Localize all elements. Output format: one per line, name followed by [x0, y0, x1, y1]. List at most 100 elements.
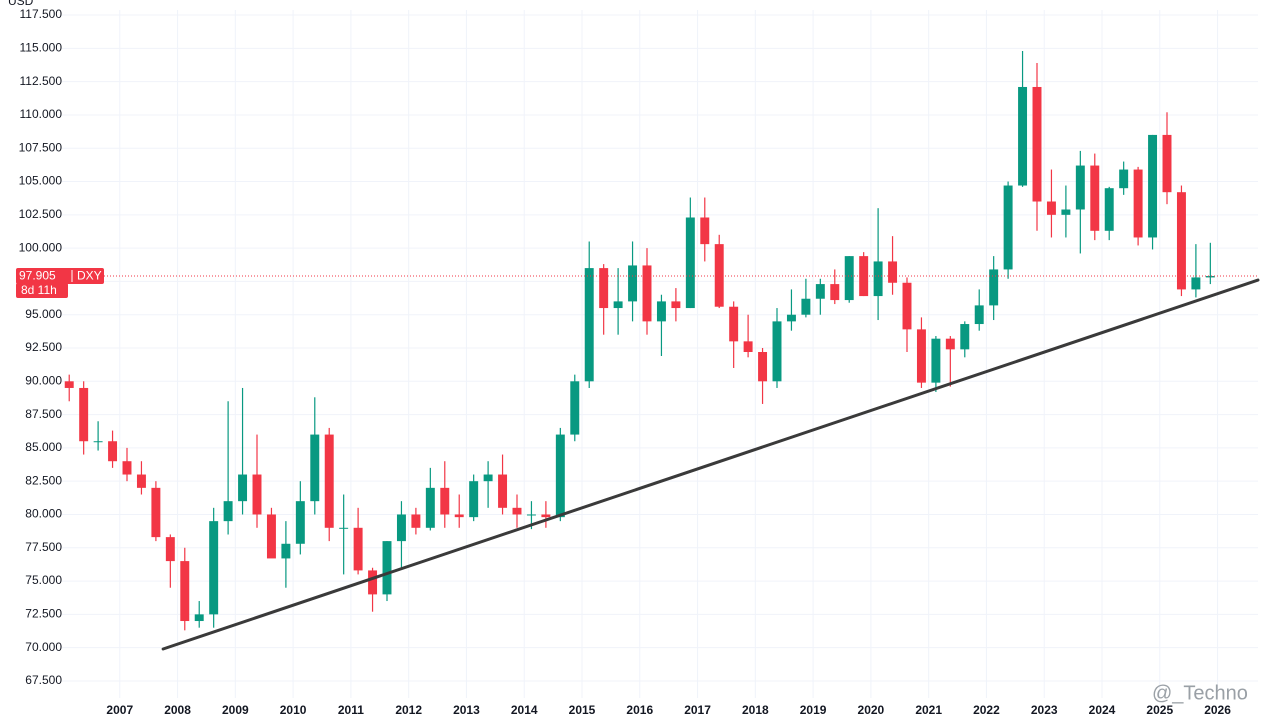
- x-tick-label: 2010: [280, 703, 307, 717]
- candle-body: [1119, 169, 1129, 189]
- candle-body: [671, 301, 681, 309]
- candle-body: [1032, 86, 1042, 202]
- candle-body: [599, 268, 609, 309]
- candle-body: [295, 501, 305, 544]
- candle-body: [888, 261, 898, 283]
- x-tick-label: 2023: [1031, 703, 1058, 717]
- candle-body: [772, 321, 782, 382]
- x-tick-label: 2008: [164, 703, 191, 717]
- candle-body: [685, 217, 695, 309]
- candle-body: [425, 487, 435, 528]
- y-tick-label: 95.000: [25, 307, 62, 321]
- candle-body: [180, 561, 190, 622]
- candle-body: [844, 256, 854, 301]
- candle-body: [758, 352, 768, 382]
- y-tick-label: 107.500: [19, 140, 63, 154]
- trend-line: [161, 278, 1260, 651]
- candle-body: [469, 481, 479, 518]
- x-tick-label: 2019: [800, 703, 827, 717]
- candle-body: [310, 434, 320, 502]
- price-tag: [16, 268, 104, 285]
- candle-body: [498, 474, 508, 508]
- candle-body: [1176, 192, 1186, 290]
- candle-body: [541, 514, 551, 518]
- price-tag-symbol: DXY: [77, 269, 102, 283]
- y-tick-label: 102.500: [19, 207, 63, 221]
- y-tick-label: 77.500: [25, 540, 62, 554]
- candle-body: [628, 265, 638, 302]
- y-tick-label: 90.000: [25, 373, 62, 387]
- candle-body: [209, 521, 219, 615]
- candle-body: [642, 265, 652, 322]
- candle-body: [79, 387, 89, 442]
- candle-body: [815, 284, 825, 299]
- y-tick-label: 112.500: [20, 74, 63, 88]
- candle-body: [1205, 276, 1215, 278]
- candle-body: [512, 507, 522, 515]
- candle-body: [743, 341, 753, 353]
- candle-body: [613, 301, 623, 309]
- candle-body: [122, 461, 132, 475]
- candle-body: [974, 305, 984, 325]
- candle-body: [368, 570, 378, 595]
- candle-body: [989, 269, 999, 306]
- x-tick-label: 2018: [742, 703, 769, 717]
- x-tick-label: 2011: [338, 703, 364, 717]
- candle-body: [339, 527, 349, 529]
- y-tick-label: 115.000: [20, 41, 63, 55]
- x-tick-label: 2025: [1146, 703, 1173, 717]
- candle-body: [801, 298, 811, 315]
- candle-body: [1162, 134, 1172, 193]
- candle-body: [714, 244, 724, 307]
- price-tag-label: 97.905: [19, 269, 56, 283]
- y-tick-label: 67.500: [25, 673, 62, 687]
- x-tick-label: 2026: [1204, 703, 1231, 717]
- candle-body: [223, 501, 233, 522]
- candle-body: [353, 527, 363, 571]
- y-tick-label: 75.000: [25, 573, 62, 587]
- candle-body: [165, 537, 175, 562]
- candle-body: [151, 487, 161, 538]
- y-tick-label: 105.000: [19, 174, 63, 188]
- candle-body: [700, 217, 710, 245]
- candle-body: [1148, 134, 1158, 238]
- candle-body: [324, 434, 334, 528]
- y-tick-label: 110.000: [20, 107, 63, 121]
- candle-body: [960, 324, 970, 350]
- x-tick-label: 2015: [569, 703, 596, 717]
- candle-body: [656, 301, 666, 322]
- candle-body: [1061, 209, 1071, 215]
- labels: 67.500 70.000 72.500 75.000 77.500 80.000 82.5…: [16, 7, 1231, 717]
- candle-body: [1046, 201, 1056, 215]
- countdown-tag: [16, 283, 68, 299]
- candle-body: [729, 306, 739, 342]
- y-tick-label: 80.000: [25, 507, 62, 521]
- candle-body: [1018, 86, 1028, 186]
- x-tick-label: 2013: [453, 703, 480, 717]
- grid: [62, 10, 1258, 698]
- candle-body: [1104, 188, 1114, 231]
- candle-body: [281, 543, 291, 559]
- candle-body: [108, 441, 118, 462]
- candle-body: [382, 541, 392, 595]
- candle-body: [830, 284, 840, 301]
- candle-body: [93, 441, 103, 443]
- candle-body: [266, 514, 276, 559]
- candle-body: [902, 282, 912, 330]
- x-tick-label: 2009: [222, 703, 249, 717]
- y-tick-label: 70.000: [25, 640, 62, 654]
- x-tick-label: 2021: [915, 703, 942, 717]
- y-tick-label: 100.000: [19, 240, 63, 254]
- candle-body: [916, 329, 926, 383]
- y-tick-label: 87.500: [25, 407, 62, 421]
- y-tick-label: 82.500: [25, 473, 62, 487]
- candle-body: [440, 487, 450, 515]
- x-tick-label: 2022: [973, 703, 1000, 717]
- candle-body: [786, 314, 796, 322]
- candle-body: [555, 434, 565, 518]
- watermark: @_Techno: [1152, 682, 1248, 704]
- y-tick-label: 72.500: [25, 607, 62, 621]
- candle-body: [584, 268, 594, 382]
- candle-body: [411, 514, 421, 528]
